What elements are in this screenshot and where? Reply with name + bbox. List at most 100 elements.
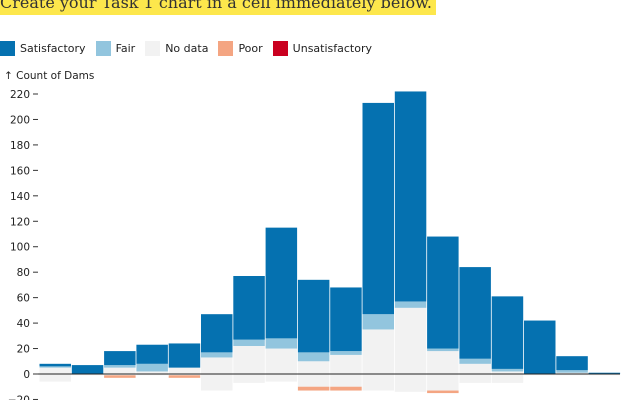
y-tick-label: 200 [10, 114, 30, 126]
bar-segment-no-data [362, 374, 394, 391]
bar-segment-satisfactory [330, 287, 362, 352]
bar-segment-no-data [556, 372, 588, 374]
bar-segment-fair [491, 368, 524, 372]
y-tick-label: 60 [17, 293, 30, 305]
bar-segment-no-data [201, 374, 233, 391]
bar-segment-fair [427, 348, 459, 352]
bar-segment-satisfactory [201, 314, 233, 353]
legend-item-fair: Fair [95, 41, 136, 56]
bar-segment-satisfactory [394, 91, 427, 302]
bar-segment-no-data [39, 367, 71, 374]
y-tick-label: 180 [10, 140, 30, 152]
bar-segment-satisfactory [265, 227, 298, 339]
bar-segment-no-data [588, 374, 621, 376]
bar-segment-no-data [201, 357, 233, 374]
bar-segment-satisfactory [104, 351, 136, 366]
bar-segment-no-data [104, 374, 136, 376]
bar-segment-fair [201, 352, 233, 358]
legend-swatch-poor [218, 41, 234, 56]
bar-segment-no-data [168, 367, 201, 374]
instruction-banner: Create your Task 1 chart in a cell immed… [0, 0, 436, 15]
bar-segment-no-data [168, 374, 201, 376]
y-axis-title: ↑ Count of Dams [4, 70, 95, 82]
legend-swatch-unsatisfactory [272, 41, 288, 56]
y-tick-label: 100 [10, 242, 30, 254]
y-tick-label: 140 [10, 191, 30, 203]
bar-segment-no-data [39, 374, 71, 382]
chart-legend: Satisfactory Fair No data Poor Unsatisfa… [0, 41, 382, 56]
y-tick-label: 20 [17, 344, 30, 356]
bar-segment-satisfactory [362, 102, 394, 315]
bar-segment-satisfactory [168, 343, 201, 368]
bar-segment-no-data [459, 374, 491, 383]
bar-segment-no-data [459, 363, 491, 374]
y-tick-label: 220 [10, 89, 30, 101]
bar-segment-no-data [71, 374, 104, 376]
legend-item-satisfactory: Satisfactory [0, 41, 86, 56]
bar-segment-fair [394, 301, 427, 308]
bar-segment-no-data [394, 307, 427, 374]
y-tick-label: 40 [17, 318, 30, 330]
bar-segment-satisfactory [39, 363, 71, 367]
bar-segment-no-data [330, 354, 362, 374]
bar-segment-fair [362, 314, 394, 330]
bar-segment-no-data [136, 371, 168, 374]
bar-segment-poor [297, 386, 330, 391]
bar-segment-satisfactory [136, 344, 168, 364]
bar-segment-satisfactory [459, 267, 491, 359]
bar-segment-satisfactory [233, 276, 265, 340]
legend-label-unsatisfactory: Unsatisfactory [292, 42, 373, 55]
bar-segment-poor [330, 386, 362, 391]
bar-segment-no-data [297, 374, 330, 387]
bar-segment-no-data [330, 374, 362, 387]
legend-item-unsatisfactory: Unsatisfactory [272, 41, 373, 56]
bar-segment-no-data [556, 374, 588, 376]
bar-segment-satisfactory [71, 365, 104, 374]
bar-segment-poor [427, 390, 459, 394]
bar-segment-no-data [233, 374, 265, 383]
bar-segment-fair [297, 352, 330, 362]
bar-segment-no-data [265, 348, 298, 374]
bar-segment-fair [39, 366, 71, 368]
bar-segment-satisfactory [556, 356, 588, 371]
bar-segment-no-data [104, 367, 136, 374]
legend-label-satisfactory: Satisfactory [20, 42, 86, 55]
bar-chart: −20 0 20 40 60 80 100 120 140 160 180 200 220 [8, 89, 621, 400]
legend-label-fair: Fair [115, 42, 136, 55]
legend-item-no-data: No data [145, 41, 208, 56]
legend-swatch-satisfactory [0, 41, 15, 56]
bar-segment-no-data [265, 374, 298, 382]
bar-segment-fair [136, 363, 168, 372]
legend-item-poor: Poor [218, 41, 263, 56]
bar-segment-no-data [136, 374, 168, 376]
y-tick-label: 160 [10, 165, 30, 177]
bar-segment-no-data [394, 374, 427, 392]
bar-segment-fair [233, 339, 265, 347]
bar-segment-poor [168, 375, 201, 378]
bar-segment-no-data [427, 374, 459, 391]
bar-segment-satisfactory [524, 320, 556, 374]
chart-area: ↑ Count of Dams −20 0 20 40 60 80 100 120 140 160… [0, 65, 640, 400]
bar-segment-no-data [297, 361, 330, 374]
y-tick-label: 120 [10, 216, 30, 228]
y-tick-label: 80 [17, 267, 30, 279]
legend-label-no-data: No data [165, 42, 209, 55]
bar-segment-satisfactory [491, 296, 524, 369]
bar-segment-no-data [233, 346, 265, 374]
bar-segment-no-data [524, 374, 556, 376]
bar-segment-fair [265, 338, 298, 349]
legend-swatch-fair [95, 41, 111, 56]
bar-segment-fair [330, 351, 362, 355]
y-tick-label: −20 [8, 394, 30, 400]
bar-segment-fair [459, 358, 491, 364]
bar-segment-satisfactory [427, 236, 459, 349]
bar-segment-poor [104, 375, 136, 378]
bar-segment-no-data [491, 371, 524, 374]
bar-segment-no-data [427, 351, 459, 374]
bar-segment-fair [556, 370, 588, 373]
bar-segment-satisfactory [588, 372, 621, 374]
y-tick-label: 0 [23, 369, 30, 381]
legend-swatch-no-data [145, 41, 161, 56]
bar-segment-no-data [362, 329, 394, 374]
bar-segment-fair [104, 365, 136, 368]
